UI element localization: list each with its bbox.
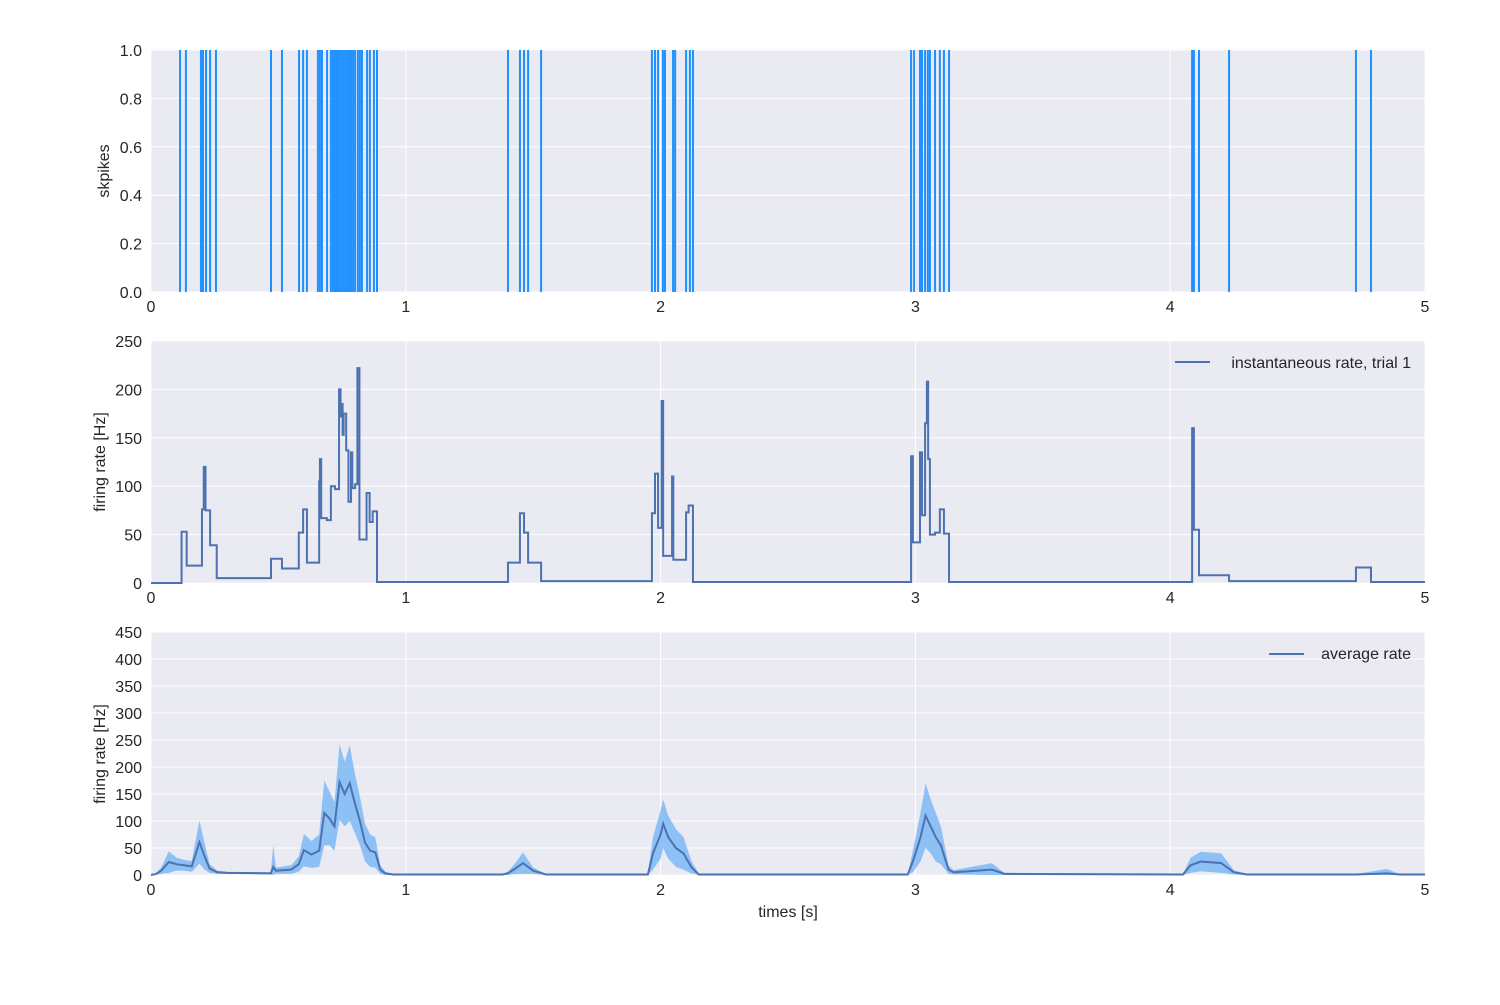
y-tick-label: 100 [115,479,142,496]
y-tick-label: 200 [115,382,142,399]
y-tick-label: 0.0 [120,285,142,302]
x-tick-label: 2 [656,882,665,899]
y-tick-label: 400 [115,652,142,669]
y-tick-label: 0.8 [120,91,142,108]
ylabel-rate-trial: firing rate [Hz] [92,412,109,512]
y-tick-label: 1.0 [120,43,142,60]
x-tick-label: 4 [1166,590,1175,607]
x-tick-label: 4 [1166,299,1175,316]
legend-label-average: average rate [1321,646,1411,663]
ylabel-rate-average: firing rate [Hz] [92,704,109,804]
x-tick-label: 3 [911,590,920,607]
x-tick-label: 1 [401,299,410,316]
y-tick-label: 250 [115,733,142,750]
y-tick-label: 200 [115,760,142,777]
y-tick-label: 150 [115,431,142,448]
x-tick-label: 2 [656,590,665,607]
y-tick-label: 300 [115,706,142,723]
y-tick-label: 50 [124,841,142,858]
instantaneous-rate-line [151,367,1425,584]
x-tick-label: 5 [1421,882,1430,899]
x-tick-label: 1 [401,590,410,607]
x-tick-label: 3 [911,299,920,316]
x-tick-label: 5 [1421,299,1430,316]
ylabel-spikes: skpikes [96,144,113,197]
legend-label-instantaneous: instantaneous rate, trial 1 [1231,355,1411,372]
y-tick-label: 100 [115,814,142,831]
y-tick-label: 350 [115,679,142,696]
x-tick-label: 5 [1421,590,1430,607]
y-tick-label: 0 [133,576,142,593]
y-tick-label: 450 [115,625,142,642]
x-tick-label: 3 [911,882,920,899]
y-tick-label: 250 [115,334,142,351]
x-tick-label: 4 [1166,882,1175,899]
y-tick-label: 0.4 [120,188,142,205]
y-tick-label: 0.6 [120,140,142,157]
y-tick-label: 50 [124,528,142,545]
y-tick-label: 0 [133,868,142,885]
x-tick-label: 0 [147,590,156,607]
x-tick-label: 1 [401,882,410,899]
y-tick-label: 0.2 [120,237,142,254]
xlabel-times: times [s] [758,904,818,921]
plot-background [151,341,1425,583]
average-rate-line [150,778,1425,876]
x-tick-label: 0 [147,882,156,899]
plot-background [151,50,1425,292]
x-tick-label: 0 [147,299,156,316]
spike-raster-axes: 0 1 2 3 4 5 0.0 0.2 0.4 0.6 0.8 1.0 [120,43,1430,316]
y-tick-label: 150 [115,787,142,804]
x-tick-label: 2 [656,299,665,316]
